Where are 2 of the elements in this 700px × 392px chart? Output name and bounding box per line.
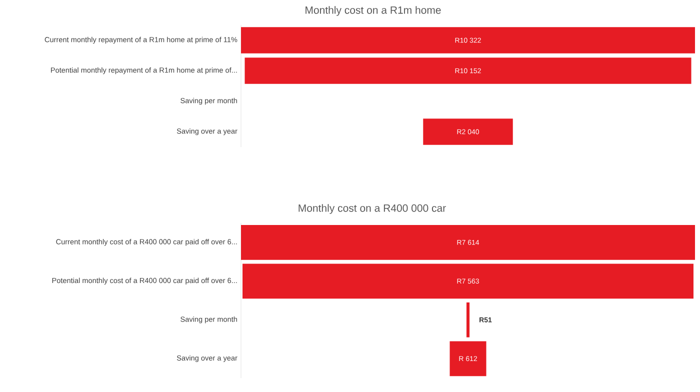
text: Monthly cost on a R1m home <box>306 6 441 16</box>
text: Monthly cost on a R400 000 car <box>298 204 446 214</box>
